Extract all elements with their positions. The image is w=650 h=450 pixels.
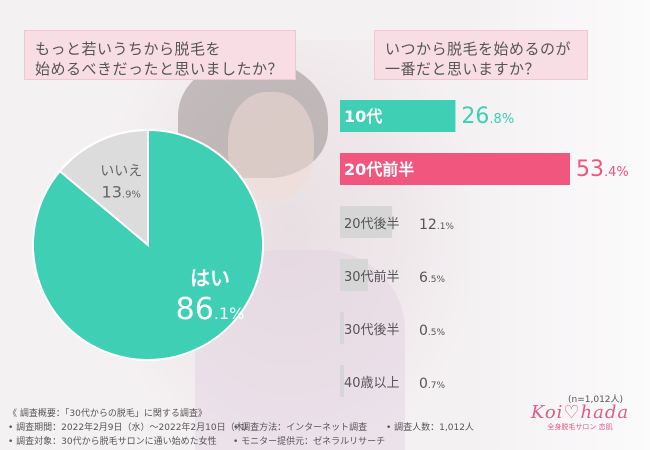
question-right-box: いつから脱毛を始めるのが 一番だと思いますか？ — [374, 30, 588, 80]
survey-period: • 調査期間：2022年2月9日（水）～2022年2月10日（木） — [8, 423, 253, 433]
bar-5 — [340, 312, 344, 344]
bar-label-5: 30代後半 — [344, 323, 400, 338]
bar-value-3: 12.1% — [419, 217, 454, 233]
question-left-line2: 始めるべきだったと思いましたか？ — [35, 60, 284, 78]
pie-label-2: いいえ — [100, 164, 142, 180]
bar-3 — [340, 206, 393, 238]
pie-value-1: 86.1% — [176, 292, 245, 327]
bar-value-5: 0.5% — [419, 323, 446, 339]
question-left-line1: もっと若いうちから脱毛を — [35, 40, 222, 58]
pie-slice-1 — [32, 128, 264, 361]
bar-value-4: 6.5% — [419, 270, 446, 286]
bar-label-4: 30代前半 — [344, 269, 400, 285]
question-right-line2: 一番だと思いますか？ — [385, 60, 541, 78]
bar-value-1: 26.8% — [461, 104, 514, 129]
bar-label-1: 10代 — [344, 107, 382, 126]
bar-4 — [340, 259, 368, 291]
bar-label-6: 40歳以上 — [344, 376, 400, 391]
sample-size: (n=1,012人) — [568, 395, 624, 405]
survey-title: 《 調査概要：「30代からの脱毛」に関する調査》 — [8, 409, 207, 419]
question-left-box: もっと若いうちから脱毛を 始めるべきだったと思いましたか？ — [24, 30, 296, 80]
bar-label-3: 20代後半 — [344, 217, 400, 232]
survey-target: • 調査対象：30代から脱毛サロンに通い始めた女性 — [8, 437, 217, 447]
bar-1 — [340, 100, 456, 132]
pie-value-2: 13.9% — [102, 183, 141, 202]
bar-label-2: 20代前半 — [344, 160, 414, 179]
brand-wordmark: Koi♡hada — [530, 402, 630, 423]
survey-method: • 調査方法：インターネット調査 — [233, 423, 368, 433]
survey-provider: • モニター提供元：ゼネラルリサーチ — [233, 437, 386, 447]
bar-value-6: 0.7% — [419, 376, 446, 392]
brand-logo: Koi♡hada 全身脱毛サロン 恋肌 — [520, 402, 640, 432]
brand-tagline: 全身脱毛サロン 恋肌 — [547, 423, 613, 431]
bar-value-2: 53.4% — [576, 157, 629, 182]
pie-label-1: はい — [190, 266, 230, 290]
survey-count: • 調査人数：1,012人 — [386, 423, 474, 433]
bar-6 — [340, 365, 344, 397]
pie-slice-2 — [58, 128, 149, 248]
bar-2 — [340, 153, 570, 185]
question-right-line1: いつから脱毛を始めるのが — [385, 40, 572, 58]
